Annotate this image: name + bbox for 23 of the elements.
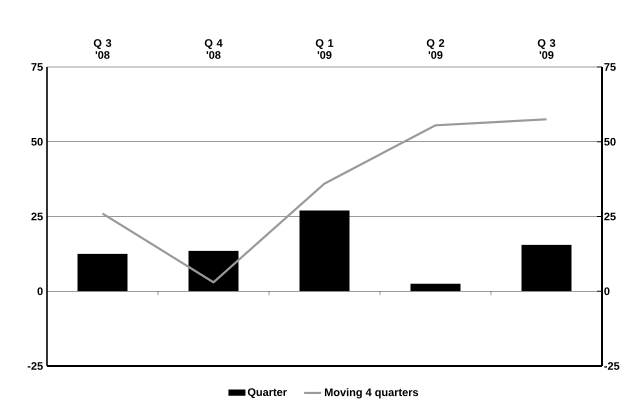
x-tick-label: Q 4 '08	[204, 39, 223, 59]
bar	[300, 210, 350, 292]
y-tick-label: 50	[31, 138, 43, 146]
x-tick-label: Q 2 '09	[426, 39, 444, 59]
y-tick-label: -25	[28, 362, 43, 370]
y-tick-label: 25	[31, 212, 43, 220]
y-tick-label: 75	[31, 63, 43, 71]
y2-tick-label: 25	[604, 212, 616, 220]
line-series	[101, 118, 548, 284]
y2-tick-label: -25	[604, 362, 620, 370]
y2-tick-label: 0	[604, 287, 610, 296]
y-tick-label: 0	[37, 287, 43, 296]
bar	[522, 244, 572, 292]
x-tick-label: Q 3 '09	[538, 39, 556, 59]
bar	[410, 284, 460, 292]
legend-label: Quarter	[248, 388, 287, 398]
x-tick-label: Q 1 '09	[316, 39, 334, 59]
x-tick-label: Q 3 '08	[94, 39, 112, 59]
bar	[188, 250, 238, 292]
y2-tick-label: 75	[604, 63, 616, 71]
y2-tick-label: 50	[604, 138, 616, 146]
legend-label: Moving 4 quarters	[324, 388, 418, 398]
bar	[78, 254, 128, 292]
